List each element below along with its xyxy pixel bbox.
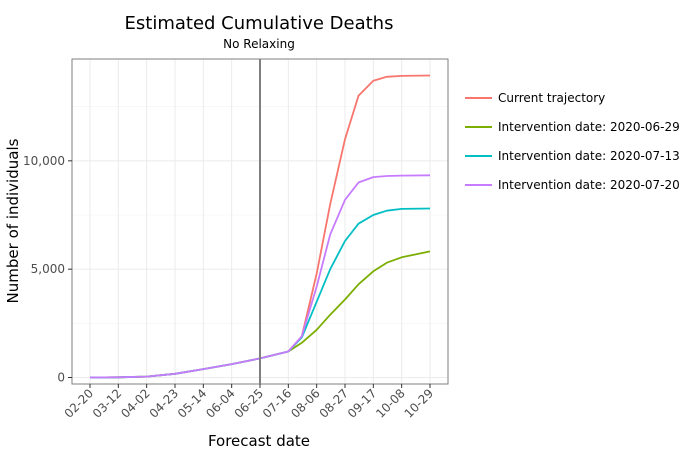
x-tick-label-7: 07-16 [260,386,295,421]
chart-subtitle: No Relaxing [223,37,295,51]
series-line-3 [89,174,431,379]
x-tick-label-6: 06-25 [232,386,267,421]
x-tick-label-11: 10-08 [373,386,408,421]
legend: Current trajectory Intervention date: 202… [465,91,680,192]
y-axis: 0 5,000 10,000 [23,154,72,385]
x-axis-label: Forecast date [208,432,310,450]
y-tick-label-1: 5,000 [31,262,65,276]
legend-label-3: Intervention date: 2020-07-20 [498,178,680,192]
x-tick-label-1: 03-12 [90,386,125,421]
legend-label-0: Current trajectory [498,91,605,105]
y-tick-label-2: 10,000 [23,154,65,168]
x-tick-label-2: 04-02 [118,386,153,421]
chart-title: Estimated Cumulative Deaths [125,13,394,34]
x-tick-label-4: 05-14 [175,386,210,421]
legend-label-2: Intervention date: 2020-07-13 [498,149,680,163]
x-tick-label-9: 08-27 [317,386,352,421]
y-axis-label: Number of individuals [4,138,22,303]
x-tick-label-10: 09-17 [345,386,380,421]
grid-lines [72,59,448,384]
legend-label-1: Intervention date: 2020-06-29 [498,120,680,134]
y-tick-label-0: 0 [57,371,65,385]
x-tick-label-5: 06-04 [203,386,238,421]
plot-area [71,58,449,385]
x-tick-label-0: 02-20 [62,386,97,421]
series-lines [89,74,431,379]
x-tick-label-8: 08-06 [288,386,323,421]
x-axis: 02-2003-1204-0204-2305-1406-0406-2507-16… [62,384,437,421]
x-tick-label-12: 10-29 [402,386,437,421]
x-tick-label-3: 04-23 [147,386,182,421]
